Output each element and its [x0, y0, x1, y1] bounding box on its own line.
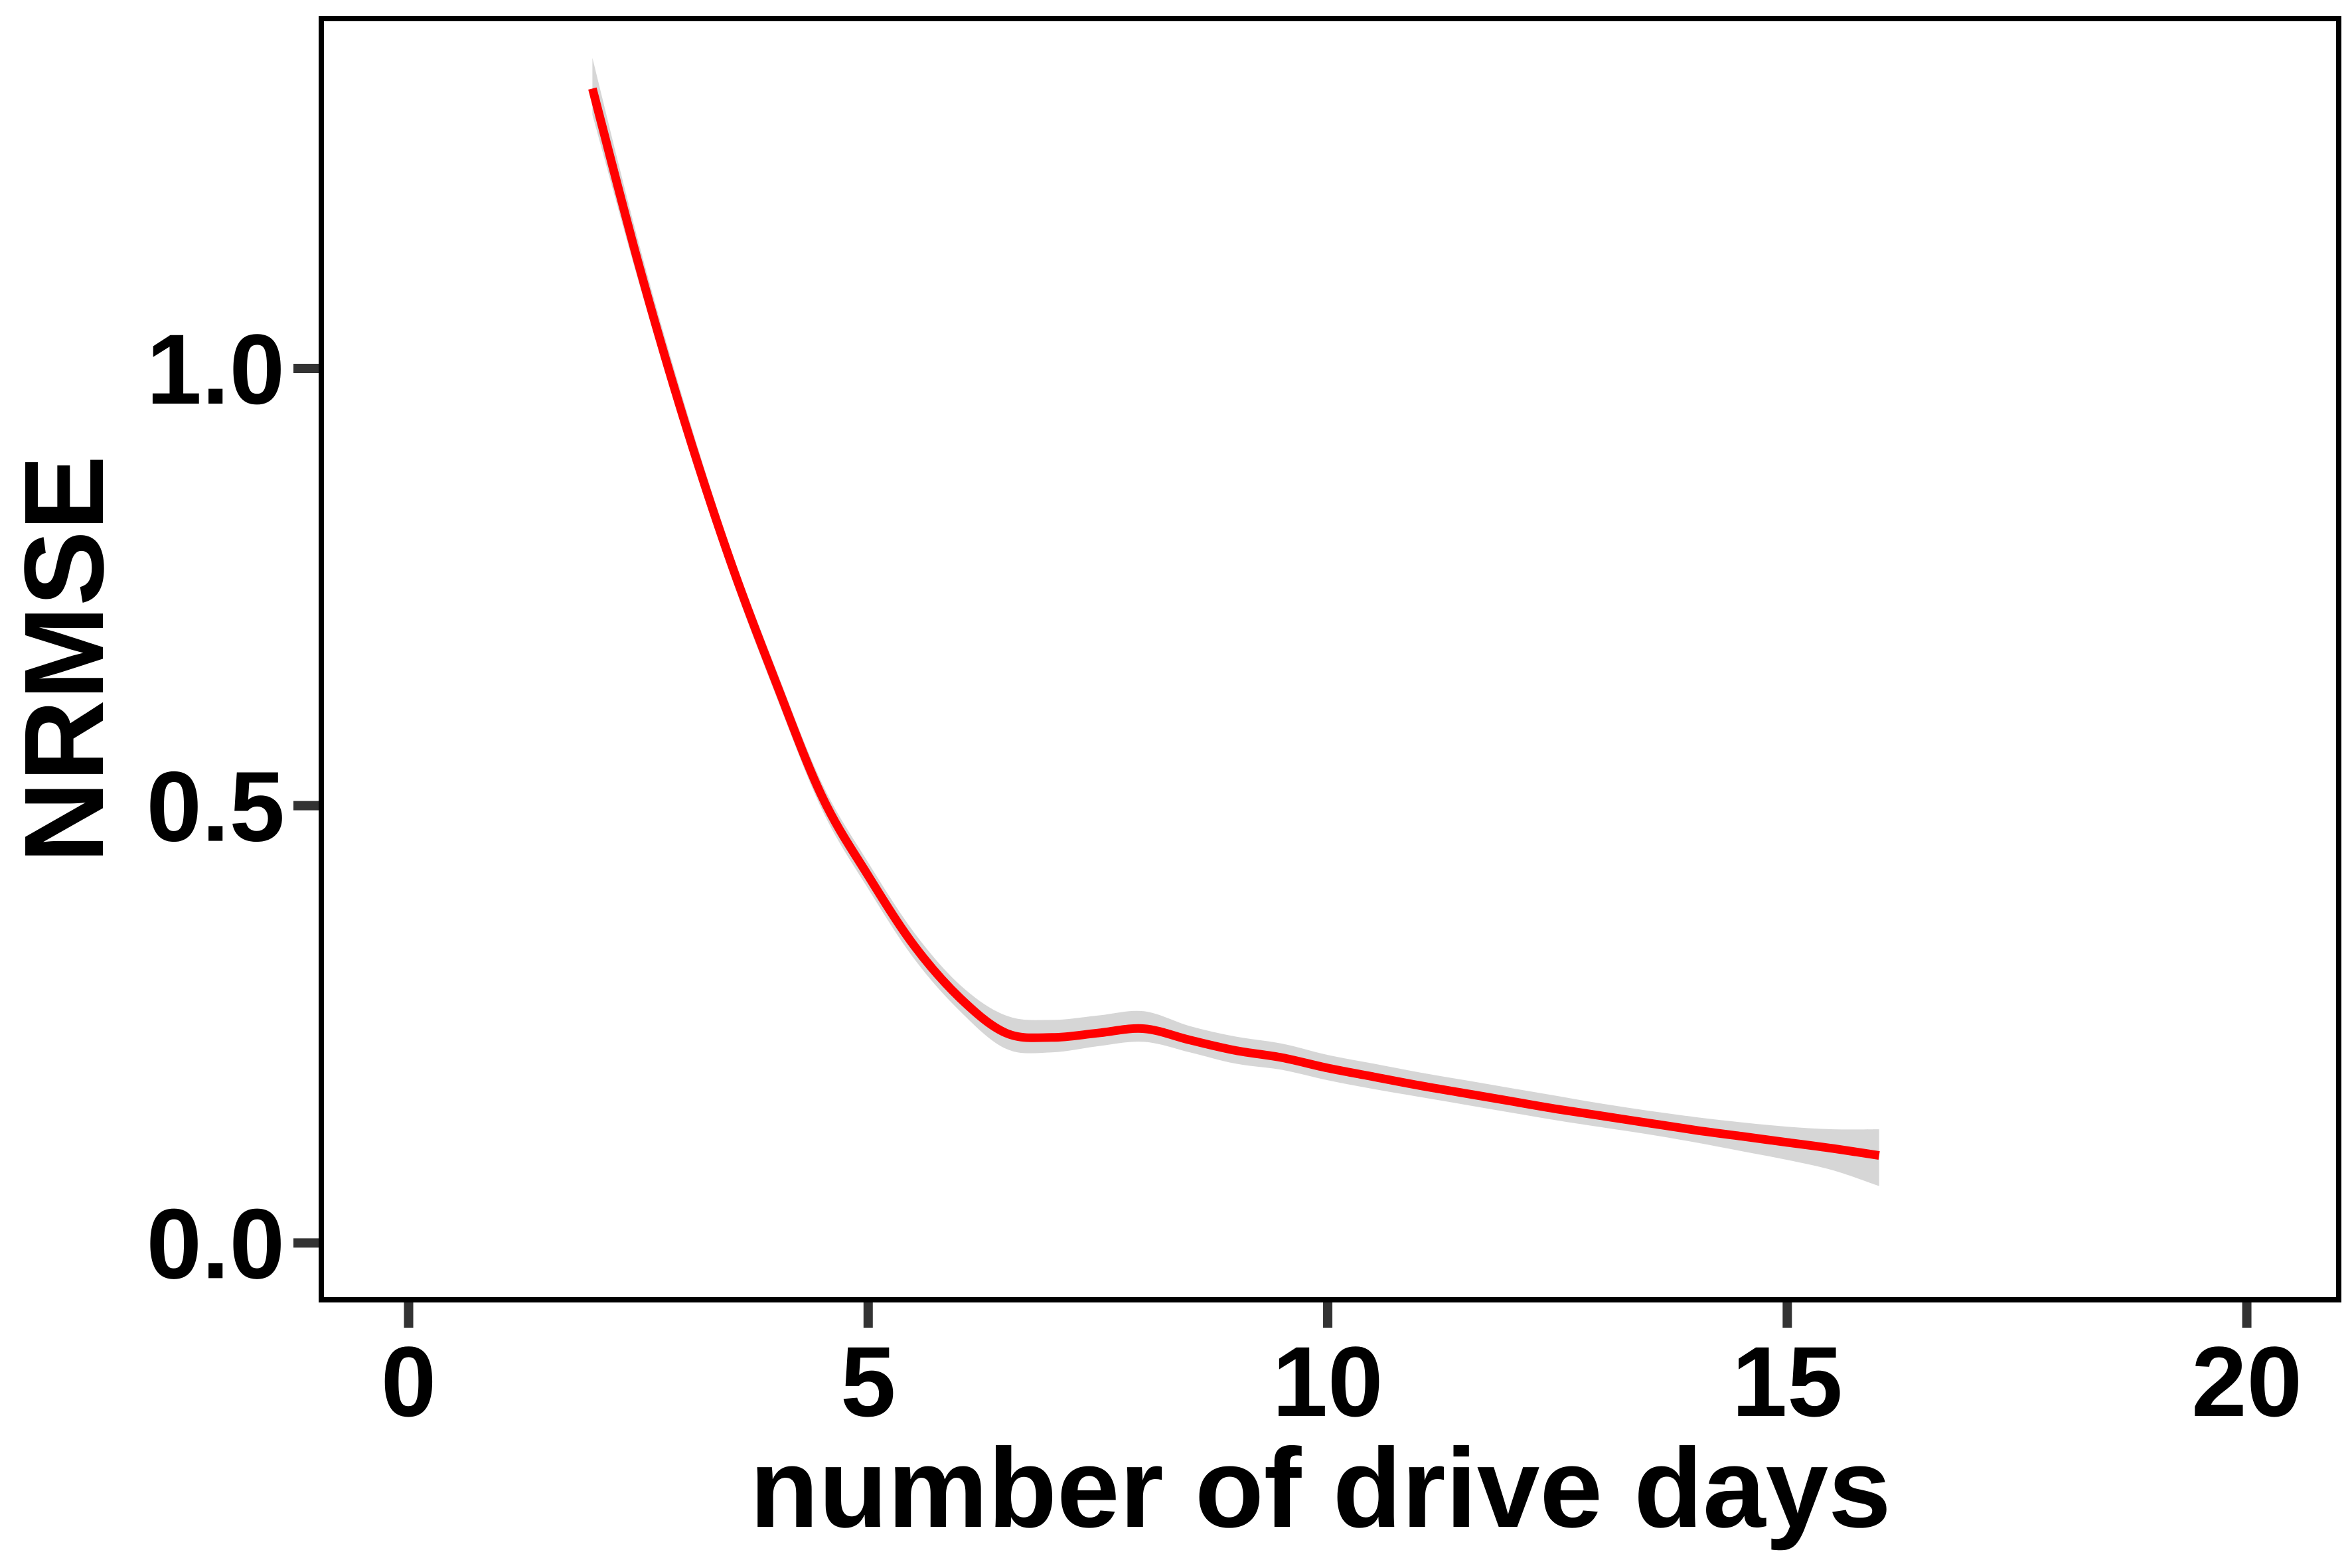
y-tick-label: 1.0	[146, 313, 285, 425]
x-tick-label: 0	[381, 1326, 436, 1437]
series-line-layer	[588, 87, 1880, 1160]
x-axis: 0 5 10 15 20	[381, 1302, 2302, 1437]
x-axis-title: number of drive days	[749, 1425, 1891, 1551]
x-tick-label: 15	[1732, 1326, 1843, 1437]
plot-panel-border	[319, 16, 2341, 1302]
y-axis-title: NRMSE	[1, 455, 127, 863]
y-tick-label: 0.5	[146, 751, 285, 862]
x-tick-label: 5	[840, 1326, 896, 1437]
x-tick-label: 20	[2191, 1326, 2302, 1437]
x-tick-label: 10	[1273, 1326, 1383, 1437]
series-line-0	[588, 87, 1880, 1160]
y-axis: 0.0 0.5 1.0	[146, 313, 319, 1299]
y-tick-label: 0.0	[146, 1188, 285, 1299]
